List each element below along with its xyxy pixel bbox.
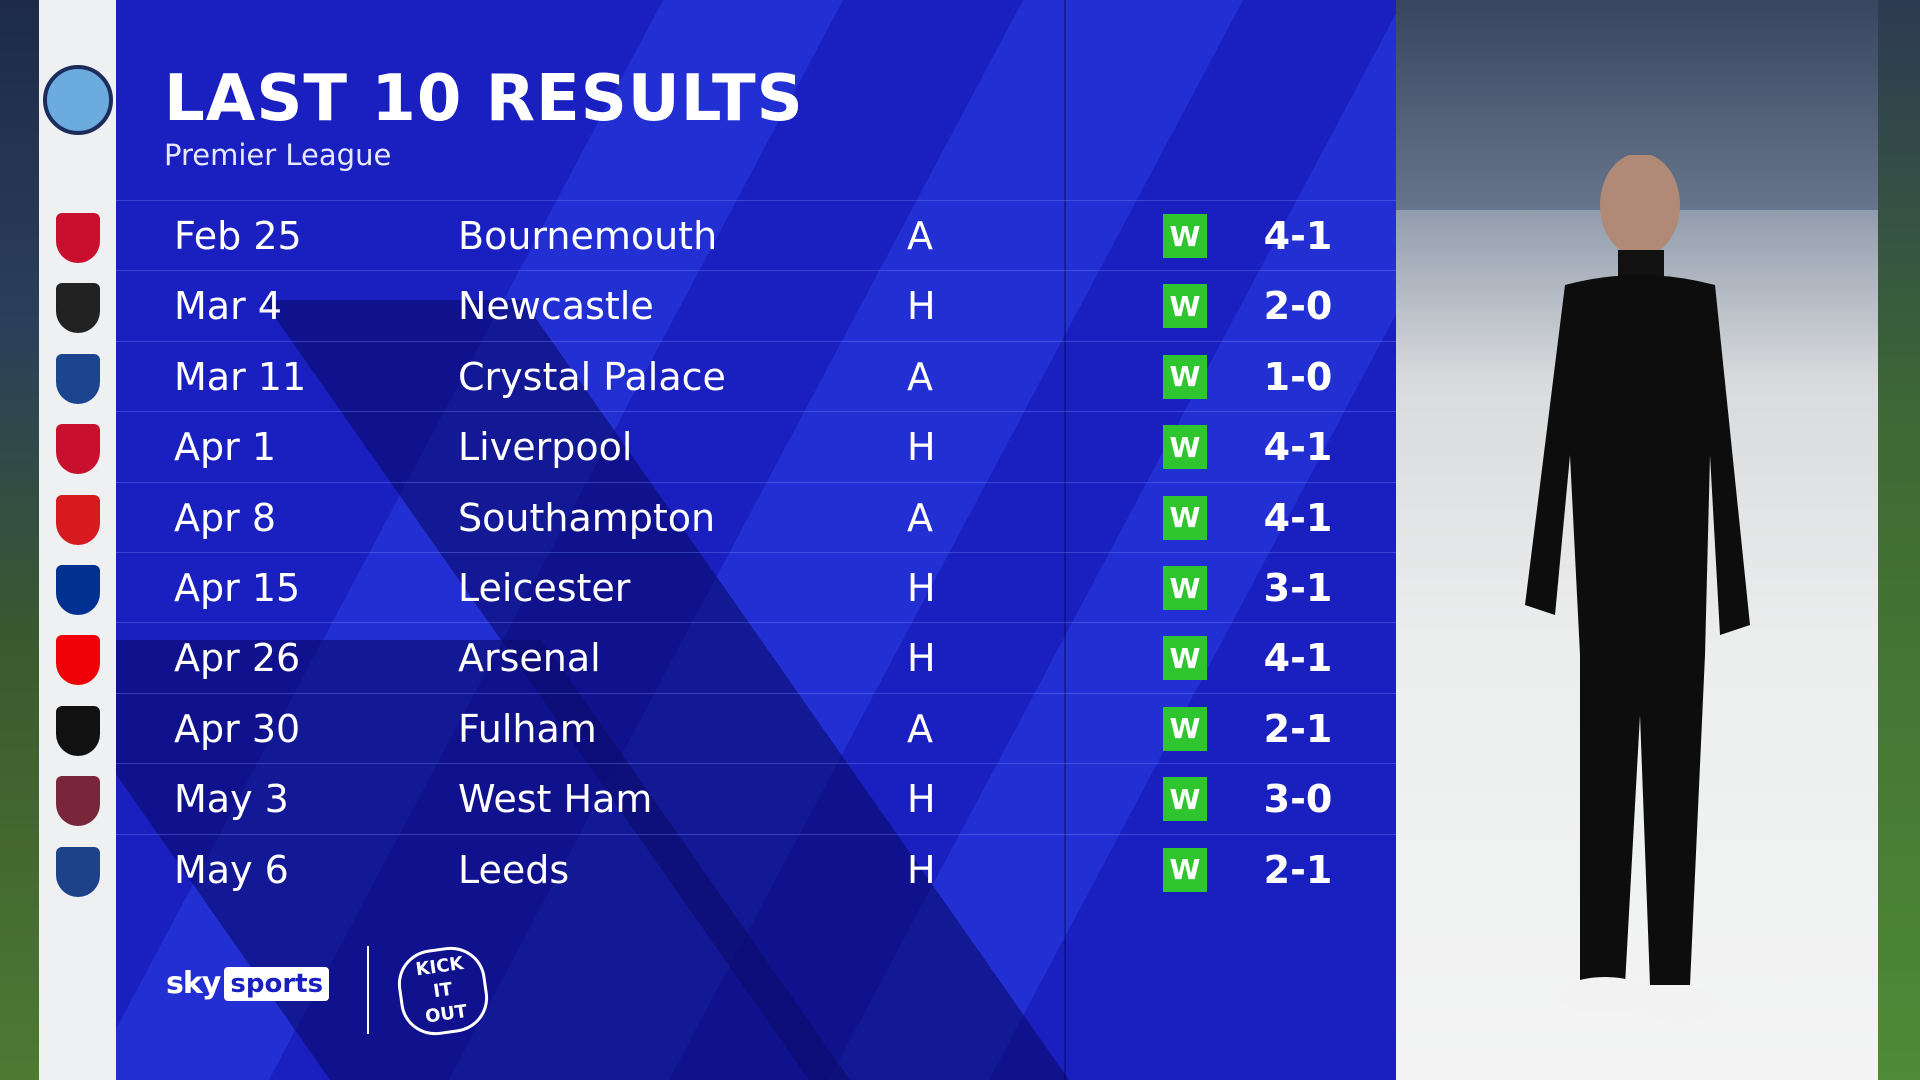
manchester-city-crest-icon — [42, 65, 113, 135]
opponent-crest-icon — [55, 283, 100, 334]
venue: H — [907, 636, 936, 681]
opponent-name: Fulham — [458, 706, 597, 751]
score: 4-1 — [1263, 214, 1333, 258]
result-badge: W — [1163, 354, 1207, 399]
match-date: Apr 8 — [174, 495, 276, 540]
opponent-crest-icon — [55, 705, 100, 756]
venue: H — [907, 847, 936, 892]
venue: H — [907, 284, 936, 329]
result-row: Apr 26 Arsenal H W 4-1 — [116, 622, 1396, 692]
score: 2-0 — [1263, 284, 1333, 329]
sky-sports-logo: sky sports — [166, 966, 330, 1001]
result-row: Apr 8 Southampton A W 4-1 — [116, 481, 1396, 552]
stadium-background-right — [1878, 0, 1920, 1080]
result-badge: W — [1163, 284, 1207, 329]
match-date: May 3 — [174, 777, 289, 822]
result-badge: W — [1163, 706, 1207, 751]
opponent-name: Crystal Palace — [458, 354, 726, 399]
venue: A — [907, 706, 933, 751]
opponent-crest-icon — [55, 213, 100, 263]
opponent-crest-icon — [55, 353, 100, 404]
opponent-crest-icon — [55, 424, 100, 475]
opponent-name: Leeds — [458, 847, 570, 892]
result-badge: W — [1163, 214, 1207, 258]
opponent-crest-icon — [55, 494, 100, 545]
result-row: Apr 15 Leicester H W 3-1 — [116, 552, 1396, 622]
opponent-name: Liverpool — [458, 425, 633, 470]
result-badge: W — [1163, 566, 1207, 610]
opponent-crest-icon — [55, 565, 100, 615]
score: 2-1 — [1263, 847, 1333, 892]
result-badge: W — [1163, 425, 1207, 470]
match-date: Apr 26 — [174, 636, 301, 681]
venue: H — [907, 566, 936, 610]
score: 4-1 — [1263, 495, 1333, 540]
match-date: Mar 11 — [174, 354, 307, 399]
result-badge: W — [1163, 847, 1207, 892]
result-badge: W — [1163, 495, 1207, 540]
score: 2-1 — [1263, 706, 1333, 751]
result-badge: W — [1163, 636, 1207, 681]
opponent-name: Southampton — [458, 495, 716, 540]
opponent-name: Newcastle — [458, 284, 654, 329]
venue: A — [907, 214, 933, 258]
venue: H — [907, 425, 936, 470]
competition-subtitle: Premier League — [164, 138, 392, 172]
result-row: Mar 11 Crystal Palace A W 1-0 — [116, 340, 1396, 411]
manager-figure-icon — [1525, 155, 1750, 1023]
score: 3-1 — [1263, 566, 1333, 610]
match-date: Apr 1 — [174, 425, 276, 470]
score: 4-1 — [1263, 636, 1333, 681]
result-row: May 6 Leeds H W 2-1 — [116, 833, 1396, 904]
sky-wordmark: sky — [166, 966, 221, 1001]
opponent-crest-icon — [55, 776, 100, 827]
page-title: LAST 10 RESULTS — [164, 62, 804, 136]
venue: A — [907, 495, 933, 540]
score: 3-0 — [1263, 777, 1333, 822]
opponent-crest-icon — [55, 635, 100, 686]
score: 4-1 — [1263, 425, 1333, 470]
logo-divider — [367, 946, 369, 1034]
result-row: Feb 25 Bournemouth A W 4-1 — [116, 200, 1396, 270]
opponent-crest-icon — [55, 846, 100, 897]
match-date: May 6 — [174, 847, 289, 892]
results-panel: LAST 10 RESULTS Premier League Feb 25 Bo… — [116, 0, 1396, 1080]
sports-wordmark: sports — [224, 966, 330, 1001]
result-row: Apr 30 Fulham A W 2-1 — [116, 692, 1396, 763]
opponent-name: Arsenal — [458, 636, 601, 681]
result-row: Mar 4 Newcastle H W 2-0 — [116, 270, 1396, 340]
result-row: Apr 1 Liverpool H W 4-1 — [116, 411, 1396, 481]
opponent-name: Bournemouth — [458, 214, 718, 258]
venue: A — [907, 354, 933, 399]
opponent-name: West Ham — [458, 777, 653, 822]
match-date: Feb 25 — [174, 214, 302, 258]
match-date: Apr 30 — [174, 706, 301, 751]
crest-column — [39, 0, 116, 1080]
stadium-background-left — [0, 0, 39, 1080]
match-date: Mar 4 — [174, 284, 282, 329]
match-date: Apr 15 — [174, 566, 301, 610]
opponent-name: Leicester — [458, 566, 631, 610]
result-badge: W — [1163, 777, 1207, 822]
result-row: May 3 West Ham H W 3-0 — [116, 763, 1396, 833]
venue: H — [907, 777, 936, 822]
score: 1-0 — [1263, 354, 1333, 399]
